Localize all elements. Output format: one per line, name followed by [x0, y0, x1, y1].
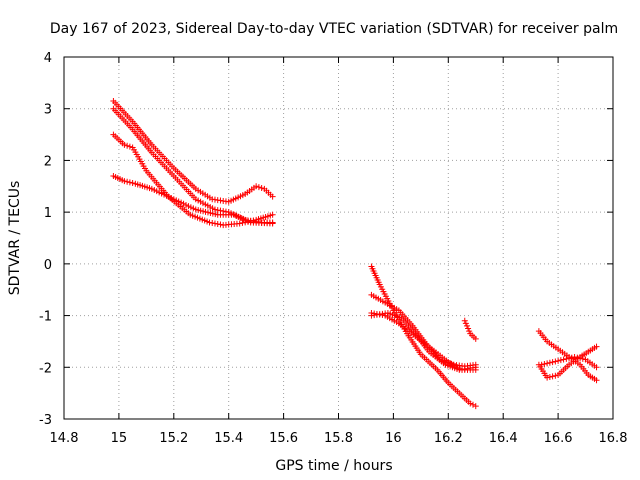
data-point [574, 354, 581, 361]
data-point [593, 343, 600, 350]
data-marks [110, 97, 600, 410]
series-sat-d [110, 172, 276, 227]
data-point [541, 361, 548, 368]
data-point [124, 178, 131, 185]
data-point [472, 366, 479, 373]
x-tick-label: 16 [385, 431, 402, 446]
x-tick-label: 15.6 [269, 431, 298, 446]
data-point [368, 309, 375, 316]
y-tick-label: -3 [39, 413, 52, 428]
data-point [472, 403, 479, 410]
x-tick-label: 16.4 [489, 431, 518, 446]
y-tick-label: 0 [44, 258, 52, 273]
data-point [376, 311, 383, 318]
data-point [373, 311, 380, 318]
data-point [546, 359, 553, 366]
data-point [217, 221, 224, 228]
data-point [269, 220, 276, 227]
data-point [566, 355, 573, 362]
data-point [568, 354, 575, 361]
y-tick-label: -2 [39, 361, 52, 376]
series-sat-e [368, 263, 479, 410]
data-point [472, 335, 479, 342]
data-point [121, 178, 128, 185]
data-point [465, 325, 472, 332]
series-sat-i [461, 317, 479, 342]
data-point [593, 377, 600, 384]
axis-ticks: 14.8 15 15.2 15.4 15.6 15.8 16 16.2 16.4 16.6 16.8… [39, 51, 627, 446]
y-axis-title: SDTVAR / TECUs [7, 181, 23, 296]
data-point [571, 353, 578, 360]
data-point [214, 221, 221, 228]
data-point [555, 357, 562, 364]
y-tick-label: -1 [39, 310, 52, 325]
data-point [470, 401, 477, 408]
data-point [544, 360, 551, 367]
data-point [211, 220, 218, 227]
x-tick-label: 15.8 [324, 431, 353, 446]
data-point [563, 355, 570, 362]
data-point [462, 320, 469, 327]
data-point [121, 141, 128, 148]
series-sat-a [110, 97, 276, 205]
data-point [467, 400, 474, 407]
data-point [463, 322, 470, 329]
data-point [129, 180, 136, 187]
y-tick-label: 4 [44, 51, 52, 66]
data-point [124, 142, 131, 149]
data-point [379, 312, 386, 319]
data-point [253, 183, 260, 190]
grid [64, 57, 613, 419]
data-point [269, 193, 276, 200]
x-tick-label: 14.8 [50, 431, 79, 446]
data-point [258, 185, 265, 192]
data-point [269, 211, 276, 218]
data-point [209, 220, 216, 227]
data-point [557, 357, 564, 364]
data-point [552, 358, 559, 365]
data-point [549, 359, 556, 366]
data-point [544, 374, 551, 381]
chart-title: Day 167 of 2023, Sidereal Day-to-day VTE… [50, 21, 618, 37]
y-tick-label: 1 [44, 206, 52, 221]
x-tick-label: 15.4 [214, 431, 243, 446]
data-point [538, 361, 545, 368]
x-tick-label: 16.6 [544, 431, 573, 446]
data-point [466, 328, 473, 335]
data-point [577, 355, 584, 362]
data-point [206, 219, 213, 226]
data-point [371, 310, 378, 317]
x-tick-label: 16.2 [434, 431, 463, 446]
data-point [579, 355, 586, 362]
series-sat-c [110, 131, 276, 229]
series-sat-h [368, 309, 479, 373]
data-point [126, 143, 133, 150]
x-tick-label: 15.2 [159, 431, 188, 446]
data-point [549, 373, 556, 380]
data-point [126, 179, 133, 186]
data-point [239, 219, 246, 226]
x-axis-title: GPS time / hours [275, 458, 392, 474]
data-point [461, 317, 468, 324]
data-point [546, 373, 553, 380]
plot-frame [63, 56, 614, 420]
data-point [593, 364, 600, 371]
data-point [552, 372, 559, 379]
y-tick-label: 3 [44, 103, 52, 118]
x-tick-label: 16.8 [599, 431, 628, 446]
y-tick-label: 2 [44, 154, 52, 169]
x-tick-label: 15 [111, 431, 128, 446]
data-point [255, 184, 262, 191]
series-sat-l [538, 353, 600, 371]
data-point [236, 220, 243, 227]
data-point [560, 356, 567, 363]
